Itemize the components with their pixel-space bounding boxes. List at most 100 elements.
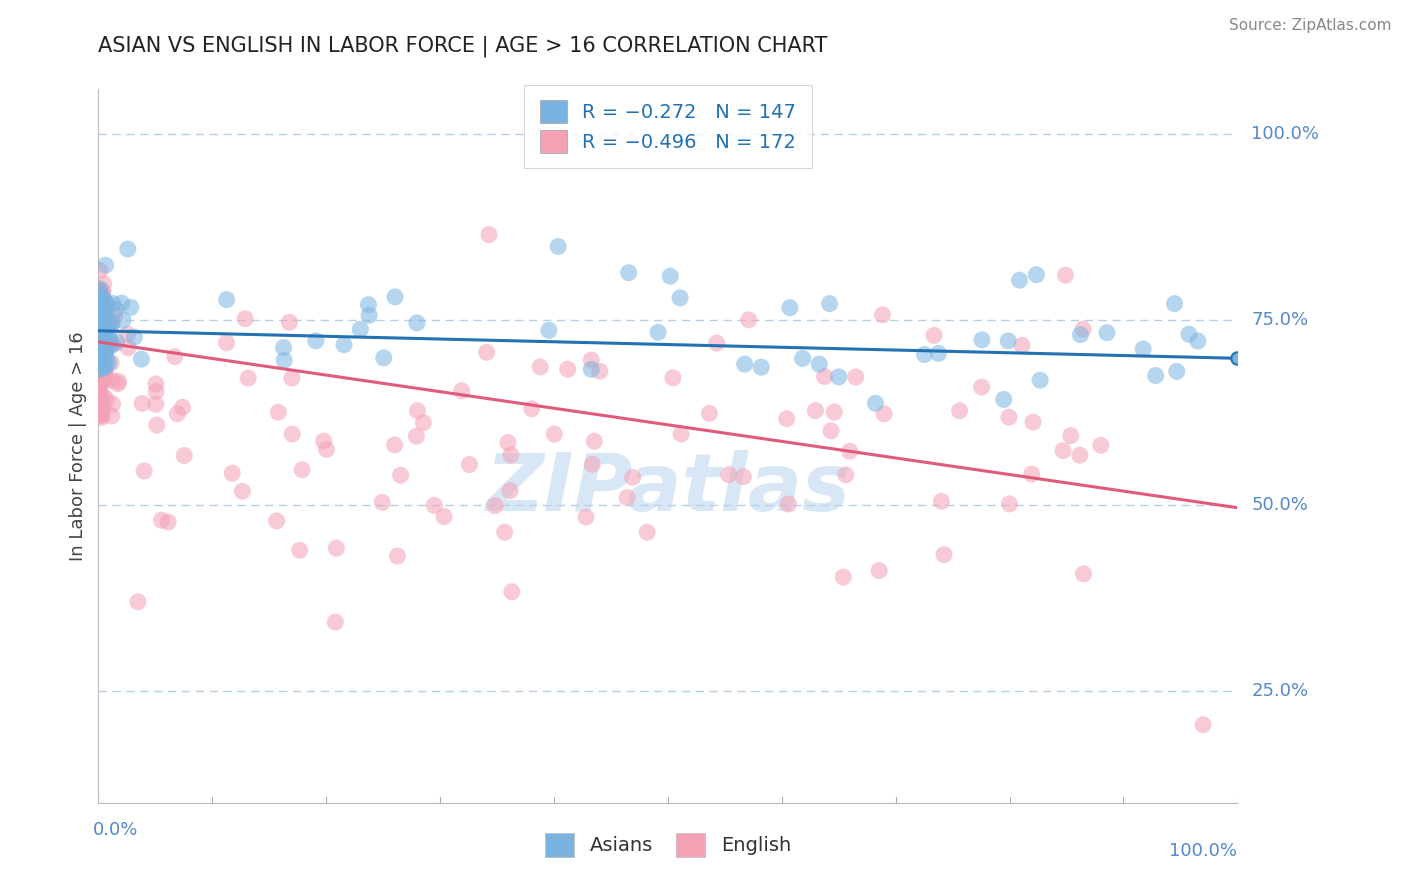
Point bbox=[312, 434, 335, 448]
Point bbox=[547, 239, 569, 253]
Point bbox=[749, 360, 772, 375]
Point bbox=[373, 351, 395, 365]
Point bbox=[90, 377, 112, 392]
Point bbox=[371, 495, 394, 509]
Point bbox=[1054, 268, 1077, 282]
Point bbox=[89, 343, 111, 357]
Point bbox=[357, 298, 380, 312]
Point bbox=[104, 309, 127, 323]
Point bbox=[1163, 296, 1185, 310]
Point bbox=[89, 298, 111, 312]
Point bbox=[90, 305, 112, 319]
Point bbox=[98, 334, 121, 348]
Point bbox=[87, 320, 110, 334]
Point bbox=[494, 525, 516, 540]
Point bbox=[406, 316, 429, 330]
Text: 50.0%: 50.0% bbox=[1251, 497, 1308, 515]
Point bbox=[589, 364, 612, 378]
Point bbox=[87, 392, 110, 407]
Point bbox=[93, 277, 115, 291]
Text: ZIPatlas: ZIPatlas bbox=[485, 450, 851, 528]
Point bbox=[1192, 717, 1215, 731]
Point bbox=[87, 305, 110, 319]
Point bbox=[669, 291, 692, 305]
Point bbox=[87, 351, 110, 366]
Point bbox=[90, 289, 112, 303]
Point bbox=[266, 514, 288, 528]
Point bbox=[87, 330, 110, 344]
Point bbox=[94, 342, 117, 356]
Point bbox=[90, 408, 112, 422]
Point bbox=[87, 381, 110, 395]
Point bbox=[662, 371, 685, 385]
Point bbox=[450, 384, 472, 398]
Legend: Asians, English: Asians, English bbox=[537, 825, 799, 864]
Point bbox=[117, 242, 139, 256]
Point bbox=[163, 350, 186, 364]
Point bbox=[659, 269, 682, 284]
Point bbox=[91, 328, 114, 343]
Point bbox=[387, 549, 409, 563]
Point bbox=[484, 499, 506, 513]
Point bbox=[581, 362, 603, 376]
Point bbox=[87, 334, 110, 348]
Point bbox=[87, 342, 110, 356]
Point bbox=[90, 410, 112, 425]
Point bbox=[94, 321, 117, 335]
Point bbox=[96, 298, 118, 312]
Point bbox=[93, 301, 115, 316]
Point bbox=[157, 515, 180, 529]
Point bbox=[333, 338, 356, 352]
Point bbox=[233, 311, 256, 326]
Point bbox=[96, 322, 118, 336]
Point bbox=[970, 333, 993, 347]
Point bbox=[1178, 327, 1201, 342]
Point bbox=[87, 346, 110, 360]
Point bbox=[1090, 438, 1112, 452]
Point bbox=[458, 458, 481, 472]
Point bbox=[221, 466, 243, 480]
Point bbox=[173, 449, 195, 463]
Point bbox=[475, 345, 498, 359]
Point bbox=[87, 329, 110, 343]
Point bbox=[87, 381, 110, 395]
Point bbox=[91, 359, 114, 373]
Point bbox=[87, 409, 110, 423]
Point bbox=[87, 340, 110, 354]
Point bbox=[291, 463, 314, 477]
Point bbox=[349, 322, 371, 336]
Point bbox=[87, 315, 110, 329]
Point bbox=[87, 328, 110, 343]
Point bbox=[776, 411, 799, 425]
Point bbox=[1187, 334, 1209, 348]
Point bbox=[87, 318, 110, 332]
Point bbox=[90, 376, 112, 390]
Point bbox=[499, 483, 522, 498]
Point bbox=[93, 365, 115, 379]
Point bbox=[87, 350, 110, 364]
Point bbox=[90, 299, 112, 313]
Point bbox=[87, 325, 110, 339]
Point bbox=[87, 361, 110, 376]
Point bbox=[90, 347, 112, 361]
Point bbox=[87, 383, 110, 397]
Point bbox=[87, 351, 110, 365]
Point bbox=[288, 543, 311, 558]
Point bbox=[405, 429, 427, 443]
Point bbox=[87, 305, 110, 319]
Point bbox=[827, 370, 849, 384]
Point bbox=[832, 570, 855, 584]
Point bbox=[865, 396, 887, 410]
Point bbox=[90, 354, 112, 368]
Point bbox=[557, 362, 579, 376]
Point bbox=[412, 416, 434, 430]
Point bbox=[499, 448, 522, 462]
Point bbox=[93, 306, 115, 320]
Point bbox=[120, 301, 142, 315]
Point bbox=[278, 315, 301, 329]
Point bbox=[101, 296, 124, 310]
Point bbox=[89, 349, 111, 363]
Point bbox=[1008, 273, 1031, 287]
Point bbox=[90, 407, 112, 421]
Point bbox=[90, 310, 112, 324]
